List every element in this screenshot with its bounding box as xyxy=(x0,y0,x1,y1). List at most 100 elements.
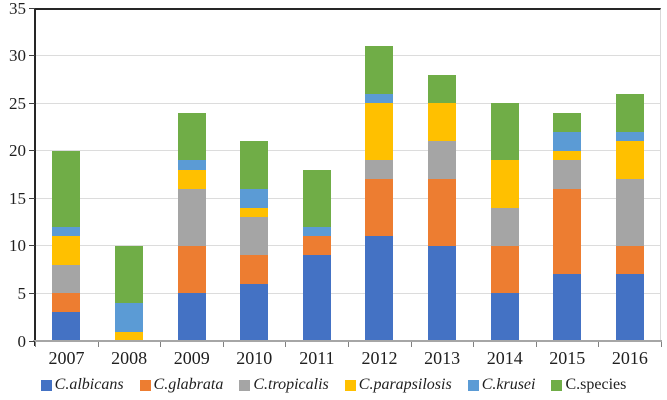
y-axis-label: 20 xyxy=(9,141,26,161)
legend-swatch-icon xyxy=(239,379,251,391)
x-axis-line xyxy=(33,340,662,342)
bar-segment-C.species xyxy=(427,74,456,104)
x-axis-label: 2013 xyxy=(424,348,461,368)
bar-segment-C.tropicalis xyxy=(427,141,456,180)
legend-label: C.krusei xyxy=(481,376,536,393)
bar-segment-C.tropicalis xyxy=(615,179,644,246)
bar-segment-C.krusei xyxy=(52,226,81,237)
y-axis-tick xyxy=(29,197,35,199)
x-axis-label: 2009 xyxy=(173,348,210,368)
bar-segment-C.albicans xyxy=(553,274,582,341)
bar-segment-C.parapsilosis xyxy=(177,169,206,189)
x-axis-label: 2010 xyxy=(236,348,273,368)
bar-segment-C.species xyxy=(114,245,143,303)
stacked-bar-2015 xyxy=(553,112,582,341)
x-axis-tick xyxy=(661,342,662,347)
bar-segment-C.species xyxy=(240,141,269,189)
bar-segment-C.parapsilosis xyxy=(427,103,456,142)
y-axis-tick xyxy=(29,55,35,57)
bar-segment-C.tropicalis xyxy=(553,160,582,189)
plot-area xyxy=(35,8,661,341)
y-axis-label: 35 xyxy=(9,0,26,18)
x-axis-tick xyxy=(410,342,412,347)
legend-item-C.krusei: C.krusei xyxy=(467,376,536,394)
bar-segment-C.glabrata xyxy=(365,179,394,237)
x-axis-label: 2016 xyxy=(611,348,648,368)
y-axis-tick xyxy=(29,292,35,294)
x-axis-label: 2008 xyxy=(111,348,148,368)
bar-segment-C.glabrata xyxy=(490,245,519,294)
y-axis-tick xyxy=(29,245,35,247)
x-axis-label: 2015 xyxy=(549,348,586,368)
legend-item-C.albicans: C.albicans xyxy=(40,376,124,394)
gridline xyxy=(35,102,660,104)
bar-segment-C.tropicalis xyxy=(240,217,269,256)
bar-segment-C.tropicalis xyxy=(52,264,81,294)
x-axis-tick xyxy=(598,342,600,347)
bar-segment-C.tropicalis xyxy=(365,160,394,180)
bar-segment-C.parapsilosis xyxy=(365,103,394,161)
y-axis-label: 5 xyxy=(17,283,27,303)
bar-segment-C.species xyxy=(52,150,81,227)
legend-item-C.parapsilosis: C.parapsilosis xyxy=(344,376,452,394)
bar-segment-C.albicans xyxy=(240,283,269,341)
legend-label: C.albicans xyxy=(54,376,124,393)
x-axis-label: 2014 xyxy=(486,348,523,368)
stacked-bar-2011 xyxy=(302,169,331,341)
chart-legend: C.albicans C.glabrata C.tropicalis C.paraps… xyxy=(0,376,667,394)
bar-segment-C.krusei xyxy=(114,302,143,332)
legend-swatch-icon xyxy=(40,379,52,391)
bar-segment-C.species xyxy=(302,169,331,227)
legend-label: C.glabrata xyxy=(153,376,224,393)
legend-label: C.species xyxy=(565,376,627,393)
stacked-bar-2010 xyxy=(240,141,269,341)
legend-item-C.species: C.species xyxy=(551,376,626,394)
bar-segment-C.krusei xyxy=(615,131,644,142)
bar-segment-C.albicans xyxy=(615,274,644,341)
legend-swatch-icon xyxy=(139,379,151,391)
gridline xyxy=(35,292,660,294)
y-axis-tick xyxy=(29,7,35,9)
bar-segment-C.parapsilosis xyxy=(490,160,519,208)
x-axis-tick xyxy=(473,342,475,347)
x-axis-tick xyxy=(348,342,349,347)
bar-segment-C.krusei xyxy=(302,226,331,237)
stacked-bar-2009 xyxy=(177,112,206,341)
x-axis-tick xyxy=(160,342,162,347)
bar-segment-C.tropicalis xyxy=(490,207,519,246)
x-axis-tick xyxy=(222,342,224,347)
y-axis-tick xyxy=(29,102,35,104)
bar-segment-C.krusei xyxy=(240,188,269,208)
bar-segment-C.species xyxy=(490,103,519,161)
legend-swatch-icon xyxy=(467,379,479,391)
y-axis-label: 25 xyxy=(9,93,26,113)
bar-segment-C.krusei xyxy=(553,131,582,151)
gridline xyxy=(35,245,660,247)
bar-segment-C.species xyxy=(365,46,394,94)
gridline xyxy=(35,197,660,199)
x-axis-tick xyxy=(35,342,36,347)
legend-item-C.glabrata: C.glabrata xyxy=(139,376,224,394)
bar-segment-C.albicans xyxy=(490,293,519,341)
y-axis-label: 10 xyxy=(9,236,26,256)
x-axis-tick xyxy=(285,342,287,347)
y-axis-label: 15 xyxy=(9,188,26,208)
x-axis-tick xyxy=(97,342,99,347)
x-axis-label: 2007 xyxy=(48,348,85,368)
bar-segment-C.species xyxy=(553,112,582,132)
stacked-bar-2013 xyxy=(427,74,456,341)
legend-label: C.tropicalis xyxy=(253,376,329,393)
bar-segment-C.glabrata xyxy=(240,255,269,284)
bar-segment-C.albicans xyxy=(302,255,331,341)
legend-swatch-icon xyxy=(551,379,563,391)
gridline xyxy=(35,150,660,152)
x-axis-tick xyxy=(535,342,537,347)
legend-label: C.parapsilosis xyxy=(358,376,452,393)
bar-segment-C.albicans xyxy=(52,312,81,341)
y-axis-tick xyxy=(29,340,35,342)
bar-segment-C.species xyxy=(177,112,206,161)
bar-segment-C.parapsilosis xyxy=(52,236,81,265)
bar-segment-C.krusei xyxy=(365,93,394,104)
bar-segment-C.albicans xyxy=(427,245,456,341)
